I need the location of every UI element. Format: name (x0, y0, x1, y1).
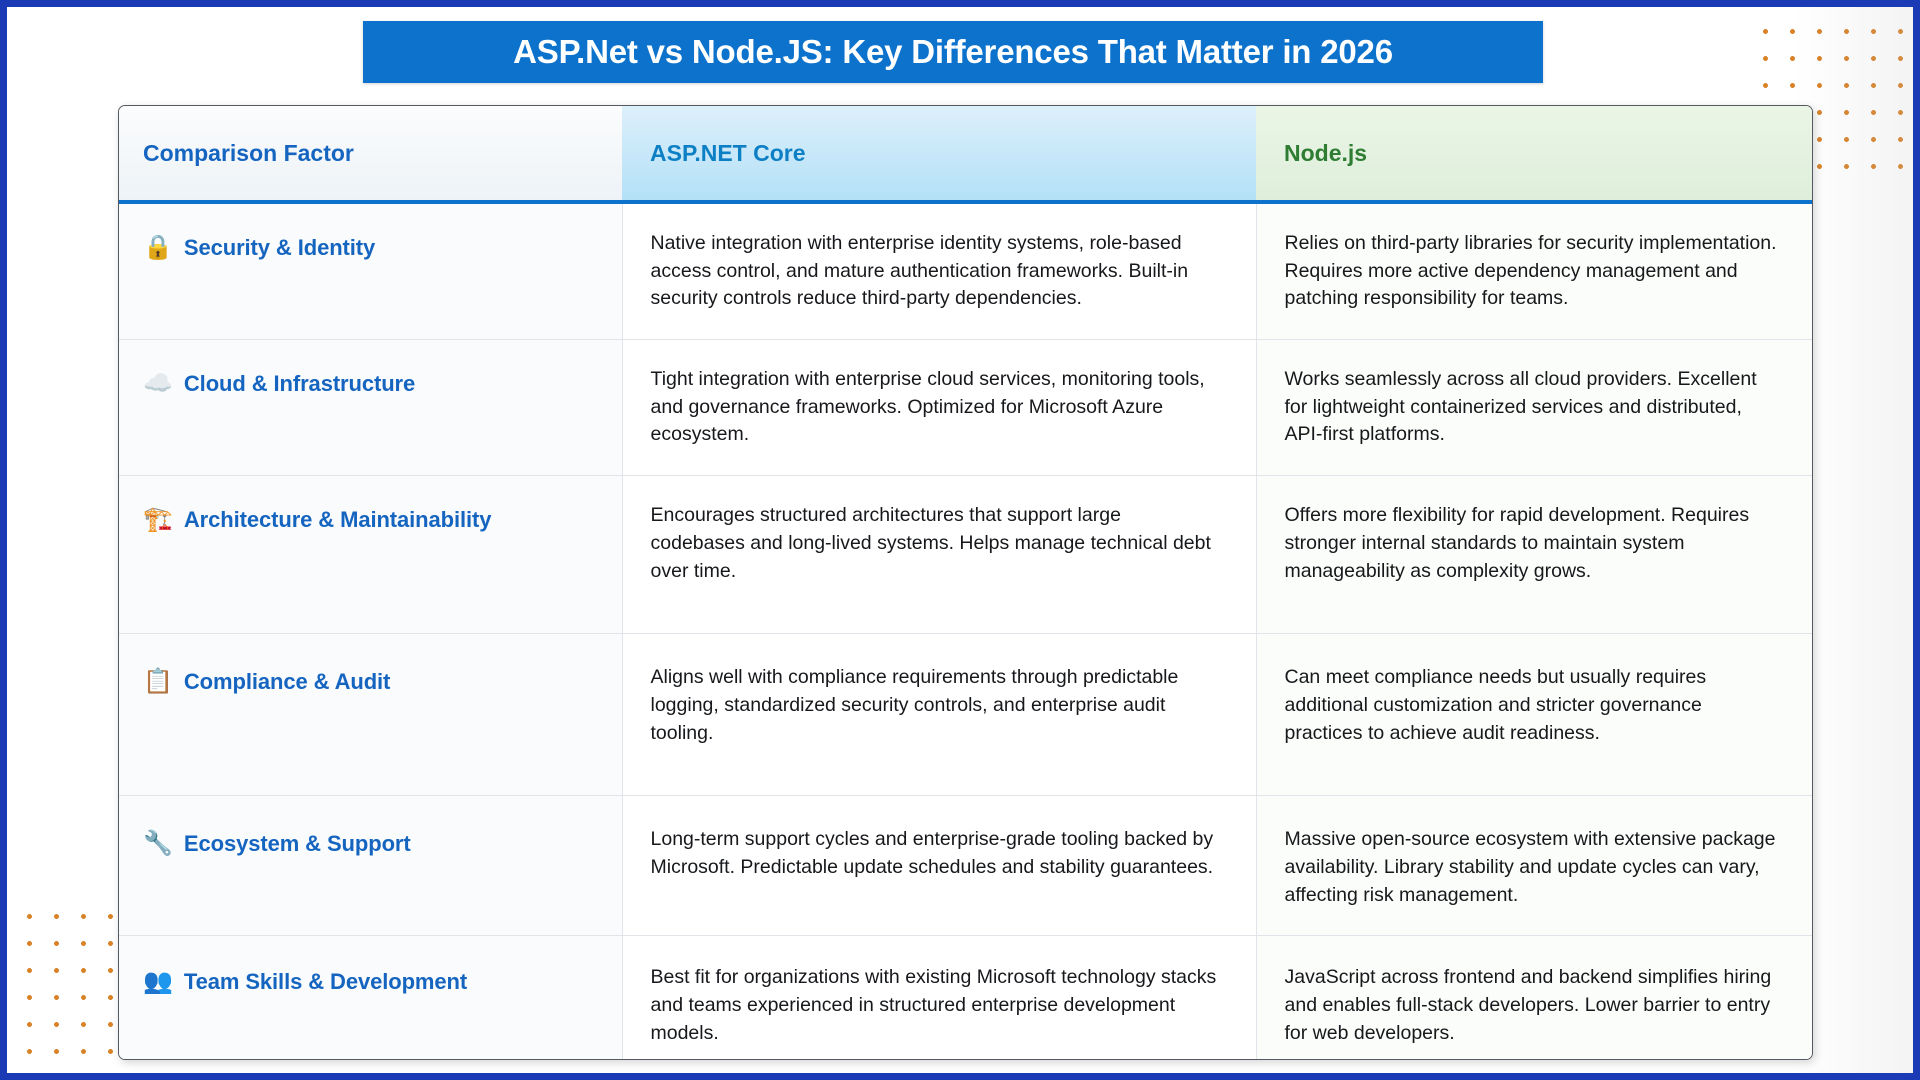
cell-nodejs: JavaScript across frontend and backend s… (1256, 935, 1812, 1059)
cell-aspnet-core: Encourages structured architectures that… (622, 475, 1257, 634)
cell-aspnet-core: Aligns well with compliance requirements… (622, 633, 1257, 796)
cell-aspnet-core: Tight integration with enterprise cloud … (622, 339, 1257, 476)
column-header-comparison-factor: Comparison Factor (119, 106, 622, 204)
cell-aspnet-core: Best fit for organizations with existing… (622, 935, 1257, 1059)
table-row: 🏗️ Architecture & Maintainability Encourag… (119, 475, 1812, 634)
table-row: 🔒 Security & Identity Native integration w… (119, 202, 1812, 340)
cloud-icon: ☁️ (143, 369, 173, 397)
construction-crane-icon: 🏗️ (143, 505, 173, 533)
cell-aspnet-core: Native integration with enterprise ident… (622, 202, 1257, 340)
people-icon: 👥 (143, 967, 173, 995)
comparison-table-card: Comparison Factor ASP.NET Core Node.js 🔒… (118, 105, 1813, 1060)
table-row: 📋 Compliance & Audit Aligns well with comp… (119, 633, 1812, 796)
factor-label: Security & Identity (183, 235, 376, 260)
column-header-nodejs: Node.js (1256, 106, 1812, 204)
column-header-aspnet-core: ASP.NET Core (622, 106, 1256, 204)
title-banner: ASP.Net vs Node.JS: Key Differences That… (363, 21, 1543, 83)
wrench-icon: 🔧 (143, 829, 173, 857)
table-header: Comparison Factor ASP.NET Core Node.js (119, 106, 1812, 204)
factor-label: Compliance & Audit (183, 669, 391, 695)
table-body: 🔒 Security & Identity Native integration w… (119, 202, 1812, 1059)
cell-nodejs: Can meet compliance needs but usually re… (1256, 633, 1812, 796)
comparison-table: Comparison Factor ASP.NET Core Node.js 🔒… (119, 106, 1812, 1059)
factor-label: Cloud & Infrastructure (183, 371, 416, 397)
table-header-row: Comparison Factor ASP.NET Core Node.js (119, 106, 1812, 204)
page-title: ASP.Net vs Node.JS: Key Differences That… (513, 33, 1393, 70)
table-row: ☁️ Cloud & Infrastructure Tight integratio… (119, 339, 1812, 476)
cell-comparison-factor: 📋 Compliance & Audit (119, 633, 623, 796)
cell-comparison-factor: 🔒 Security & Identity (119, 202, 623, 340)
cell-nodejs: Offers more flexibility for rapid develo… (1256, 475, 1812, 634)
cell-comparison-factor: ☁️ Cloud & Infrastructure (119, 339, 623, 476)
cell-nodejs: Works seamlessly across all cloud provid… (1256, 339, 1812, 476)
clipboard-icon: 📋 (143, 667, 173, 695)
factor-label: Ecosystem & Support (183, 831, 411, 857)
cell-nodejs: Massive open-source ecosystem with exten… (1256, 795, 1812, 936)
cell-comparison-factor: 🏗️ Architecture & Maintainability (119, 475, 623, 634)
cell-nodejs: Relies on third-party libraries for secu… (1256, 202, 1812, 340)
factor-label: Team Skills & Development (183, 969, 468, 995)
cell-comparison-factor: 🔧 Ecosystem & Support (119, 795, 623, 936)
cell-comparison-factor: 👥 Team Skills & Development (119, 935, 623, 1059)
cell-aspnet-core: Long-term support cycles and enterprise-… (622, 795, 1257, 936)
factor-label: Architecture & Maintainability (183, 507, 492, 533)
table-row: 👥 Team Skills & Development Best fit for o… (119, 935, 1812, 1059)
table-row: 🔧 Ecosystem & Support Long-term support cy… (119, 795, 1812, 936)
lock-icon: 🔒 (143, 233, 173, 261)
